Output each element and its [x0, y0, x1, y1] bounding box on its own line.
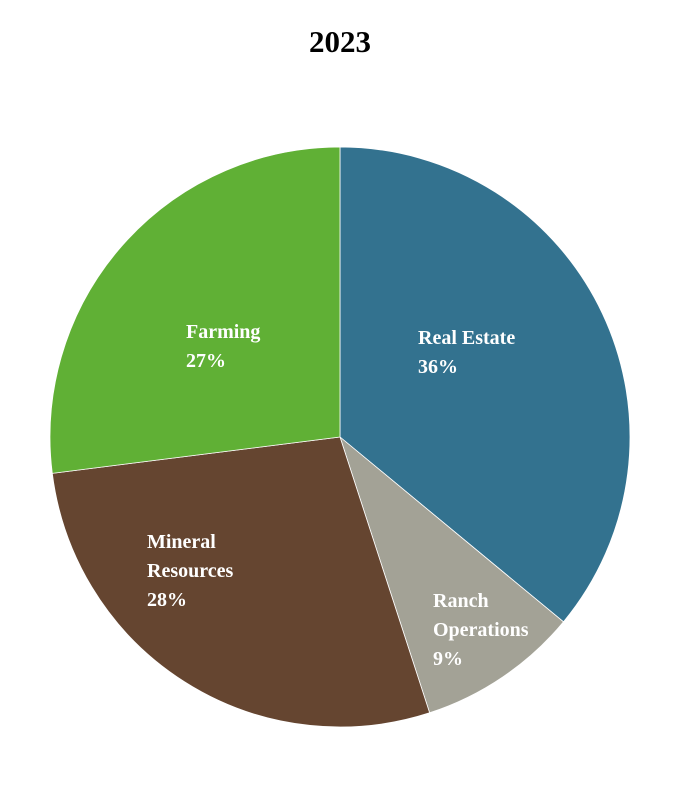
- pie-slice-real-estate: [339, 146, 631, 623]
- data-label-mineral-resources: Mineral Resources 28%: [147, 531, 233, 611]
- pie-slice-mineral-resources: [51, 436, 431, 728]
- pie-slice-ranch-operations: [339, 435, 565, 714]
- chart-title: 2023: [309, 24, 371, 59]
- pie-slice-farming: [49, 146, 341, 474]
- data-label-real-estate: Real Estate 36%: [418, 327, 515, 378]
- data-label-ranch-operations: Ranch Operations 9%: [433, 590, 529, 670]
- data-label-farming: Farming 27%: [186, 321, 260, 372]
